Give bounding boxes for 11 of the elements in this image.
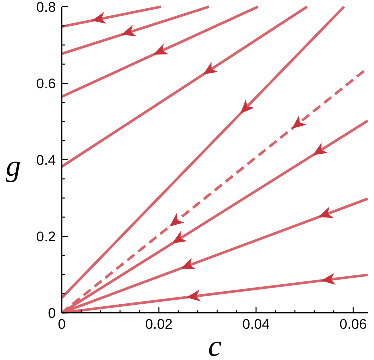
x-tick-label: 0 bbox=[58, 316, 66, 332]
y-tick-label: 0.2 bbox=[36, 228, 56, 244]
y-tick-label: 0.8 bbox=[36, 0, 56, 15]
y-axis-title: g bbox=[6, 150, 21, 183]
x-axis-title: c bbox=[208, 330, 222, 360]
y-tick-label: 0.4 bbox=[36, 152, 56, 168]
x-tick-label: 0.02 bbox=[146, 316, 173, 332]
y-tick-label: 0 bbox=[48, 305, 56, 321]
x-tick-label: 0.06 bbox=[340, 316, 368, 332]
x-tick-label: 0.04 bbox=[242, 316, 270, 332]
y-tick-label: 0.6 bbox=[36, 76, 56, 92]
